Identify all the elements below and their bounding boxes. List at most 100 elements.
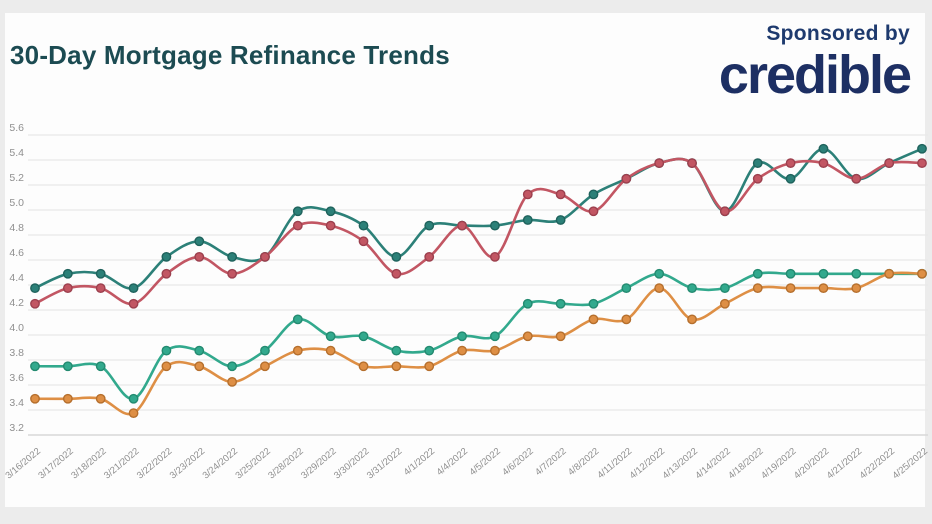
y-gridlines: [28, 134, 928, 436]
teal-line-point: [752, 158, 763, 169]
red-line-path: [33, 157, 924, 306]
teal-line-point: [325, 206, 336, 217]
y-tick-label: 4.6: [9, 247, 24, 259]
orange-line-point: [424, 361, 435, 372]
green-line-point: [62, 361, 73, 372]
orange-line-point: [128, 408, 139, 419]
x-tick-label: 4/6/2022: [500, 446, 535, 478]
red-line-point: [818, 158, 829, 169]
red-line-point: [227, 268, 238, 279]
x-tick-label: 3/28/2022: [266, 446, 305, 482]
red-line-point: [457, 220, 467, 231]
green-line-point: [818, 268, 829, 279]
red-line-point: [917, 158, 927, 169]
green-line-point: [457, 331, 467, 342]
orange-line-point: [588, 314, 599, 325]
y-tick-label: 5.6: [9, 122, 24, 134]
y-tick-label: 3.6: [9, 372, 24, 384]
x-tick-label: 3/25/2022: [233, 446, 272, 482]
green-line-point: [391, 345, 402, 356]
red-line-point: [260, 251, 270, 262]
green-line-path: [33, 271, 924, 401]
x-tick-label: 3/18/2022: [69, 446, 108, 482]
orange-line-point: [785, 283, 796, 294]
orange-line-point: [818, 283, 829, 294]
green-line-point: [30, 361, 40, 372]
green-line-point: [621, 283, 632, 294]
orange-line-point: [752, 283, 763, 294]
green-line-point: [785, 268, 796, 279]
teal-line-point: [917, 143, 927, 154]
series-orange-line: [30, 268, 927, 419]
red-line-point: [687, 158, 697, 169]
green-line-point: [95, 361, 106, 372]
orange-line-point: [260, 361, 270, 372]
teal-line-point: [30, 283, 40, 294]
x-tick-label: 3/22/2022: [135, 446, 174, 482]
teal-line-point: [227, 251, 238, 262]
green-line-point: [719, 283, 730, 294]
red-line-point: [522, 189, 533, 200]
y-tick-label: 3.2: [9, 422, 24, 434]
x-tick-label: 3/16/2022: [3, 446, 42, 482]
x-tick-label: 3/29/2022: [299, 446, 338, 482]
teal-line-point: [785, 173, 796, 184]
x-tick-label: 3/24/2022: [201, 446, 240, 482]
red-line-point: [194, 251, 205, 262]
y-tick-label: 5.2: [9, 172, 24, 184]
red-line-point: [654, 158, 665, 169]
teal-line-point: [128, 283, 139, 294]
green-line-point: [555, 298, 566, 309]
red-line-point: [555, 189, 566, 200]
red-line-point: [292, 220, 303, 231]
orange-line-point: [917, 268, 927, 279]
teal-line-point: [292, 206, 303, 217]
red-line-point: [884, 158, 895, 169]
y-tick-label: 4.8: [9, 222, 24, 234]
green-line-point: [325, 331, 336, 342]
x-tick-label: 4/20/2022: [792, 446, 831, 482]
orange-line-point: [522, 331, 533, 342]
orange-line-point: [292, 345, 303, 356]
y-tick-label: 4.4: [9, 272, 24, 284]
orange-line-point: [457, 345, 467, 356]
x-tick-label: 4/12/2022: [628, 446, 667, 482]
x-tick-label: 4/7/2022: [533, 446, 568, 478]
x-tick-label: 3/30/2022: [332, 446, 371, 482]
credible-logo: credible: [718, 45, 912, 105]
orange-line-point: [358, 361, 369, 372]
x-tick-label: 4/4/2022: [435, 446, 470, 478]
y-tick-labels: 3.2 3.4 3.6 3.8 4.0 4.2 4.4 4.6 4.8 5.0 5.2 5.4 5.6: [9, 122, 24, 434]
red-line-point: [62, 283, 73, 294]
red-line-point: [95, 283, 106, 294]
red-line-point: [161, 268, 172, 279]
x-tick-label: 4/21/2022: [825, 446, 864, 482]
red-line-point: [785, 158, 796, 169]
red-line-point: [30, 298, 40, 309]
orange-line-point: [62, 393, 73, 404]
green-line-point: [687, 283, 697, 294]
series-red-line: [30, 157, 927, 309]
red-line-point: [391, 268, 402, 279]
green-line-point: [260, 345, 270, 356]
green-line-point: [227, 361, 238, 372]
red-line-point: [621, 173, 632, 184]
teal-line-point: [391, 251, 402, 262]
teal-line-point: [818, 143, 829, 154]
x-tick-label: 4/22/2022: [858, 446, 897, 482]
x-tick-label: 4/11/2022: [595, 446, 634, 481]
orange-line-point: [30, 393, 40, 404]
y-tick-label: 3.4: [9, 397, 24, 409]
orange-line-point: [884, 268, 895, 279]
orange-line-point: [490, 345, 500, 356]
green-line-point: [851, 268, 862, 279]
red-line-point: [588, 206, 599, 217]
green-line-point: [752, 268, 763, 279]
sponsor-block: Sponsored by credible: [718, 22, 912, 105]
teal-line-point: [194, 236, 205, 247]
red-line-point: [128, 298, 139, 309]
x-tick-label: 4/18/2022: [726, 446, 765, 482]
red-line-point: [719, 206, 730, 217]
y-tick-label: 4.0: [9, 322, 24, 334]
x-tick-label: 4/13/2022: [661, 446, 700, 482]
